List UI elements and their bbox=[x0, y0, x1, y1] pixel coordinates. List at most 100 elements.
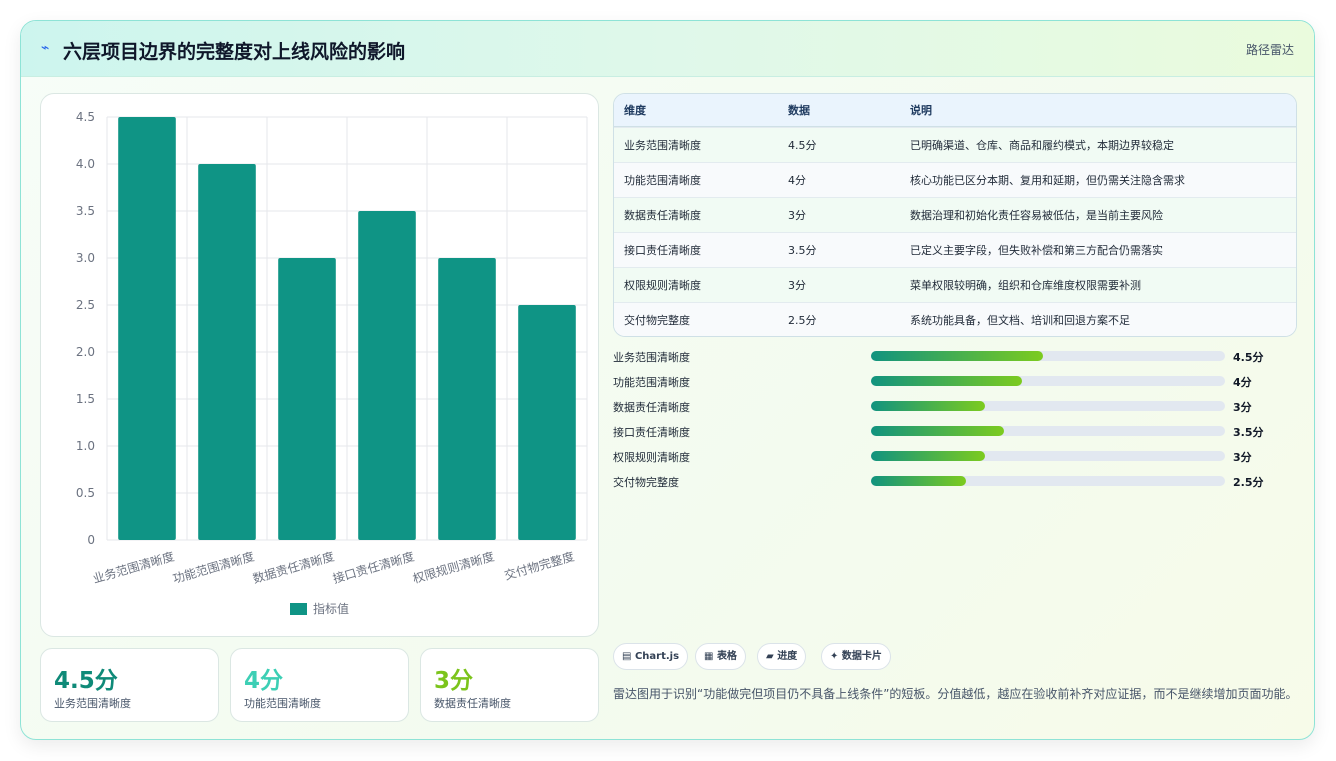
progress-value: 2.5分 bbox=[1233, 476, 1264, 489]
table-row: 交付物完整度 2.5分 系统功能具备，但文档、培训和回退方案不足 bbox=[614, 302, 1296, 336]
progress-value: 4.5分 bbox=[1233, 351, 1264, 364]
chip-label: 表格 bbox=[716, 651, 737, 662]
table-header-dimension: 维度 bbox=[624, 104, 646, 117]
table-cell-description: 已定义主要字段，但失败补偿和第三方配合仍需落实 bbox=[910, 244, 1163, 257]
footnote: 雷达图用于识别“功能做完但项目仍不具备上线条件”的短板。分值越低，越应在验收前补… bbox=[613, 687, 1298, 701]
progress-item: 权限规则清晰度 3分 bbox=[613, 446, 1273, 466]
progress-value: 3分 bbox=[1233, 451, 1252, 464]
legend-label: 指标值 bbox=[313, 602, 350, 616]
progress-value: 3.5分 bbox=[1233, 426, 1264, 439]
kpi-value: 3分 bbox=[434, 668, 474, 694]
table-cell-description: 核心功能已区分本期、复用和延期，但仍需关注隐含需求 bbox=[910, 174, 1185, 187]
table-cell-dimension: 数据责任清晰度 bbox=[624, 209, 701, 222]
progress-item: 接口责任清晰度 3.5分 bbox=[613, 421, 1273, 441]
header-tag: 路径雷达 bbox=[1245, 43, 1294, 57]
chip-progress[interactable]: ▰ 进度 bbox=[757, 643, 807, 670]
chip-label: 数据卡片 bbox=[841, 651, 882, 662]
table-cell-value: 3分 bbox=[788, 279, 806, 292]
page-title: 六层项目边界的完整度对上线风险的影响 bbox=[63, 41, 406, 63]
table-cell-value: 4.5分 bbox=[788, 139, 817, 152]
table-cell-value: 3分 bbox=[788, 209, 806, 222]
y-tick-label: 0 bbox=[87, 533, 95, 547]
progress-fill bbox=[871, 476, 966, 486]
progress-fill bbox=[871, 401, 985, 411]
table-row: 功能范围清晰度 4分 核心功能已区分本期、复用和延期，但仍需关注隐含需求 bbox=[614, 162, 1296, 197]
kpi-label: 业务范围清晰度 bbox=[54, 697, 131, 710]
dashboard-card: ⌁ 六层项目边界的完整度对上线风险的影响 路径雷达 0 0.5 1.0 1.5 2.0 2… bbox=[20, 20, 1315, 740]
y-tick-label: 4.0 bbox=[76, 157, 95, 171]
progress-track bbox=[871, 451, 1225, 461]
progress-fill bbox=[871, 426, 1005, 436]
table-header-row: 维度 数据 说明 bbox=[614, 94, 1296, 127]
table-cell-dimension: 接口责任清晰度 bbox=[624, 244, 701, 257]
progress-icon: ▰ bbox=[766, 651, 774, 662]
table-cell-description: 数据治理和初始化责任容易被低估，是当前主要风险 bbox=[910, 209, 1163, 222]
progress-item: 数据责任清晰度 3分 bbox=[613, 396, 1273, 416]
y-tick-label: 1.0 bbox=[76, 439, 95, 453]
progress-track bbox=[871, 476, 1225, 486]
table-row: 接口责任清晰度 3.5分 已定义主要字段，但失败补偿和第三方配合仍需落实 bbox=[614, 232, 1296, 267]
bar-chart-panel: 0 0.5 1.0 1.5 2.0 2.5 3.0 3.5 4.0 4.5 业务范围清晰度 功能范围清… bbox=[40, 93, 599, 637]
chip-chartjs[interactable]: ▤ Chart.js bbox=[613, 643, 689, 670]
dimension-table: 维度 数据 说明 业务范围清晰度 4.5分 已明确渠道、仓库、商品和履约模式，本… bbox=[613, 93, 1297, 337]
progress-fill bbox=[871, 451, 985, 461]
table-cell-dimension: 功能范围清晰度 bbox=[624, 174, 701, 187]
bar bbox=[198, 164, 256, 540]
table-cell-dimension: 权限规则清晰度 bbox=[624, 279, 701, 292]
progress-track bbox=[871, 426, 1225, 436]
x-tick-label: 接口责任清晰度 bbox=[331, 548, 416, 586]
table-row: 业务范围清晰度 4.5分 已明确渠道、仓库、商品和履约模式，本期边界较稳定 bbox=[614, 127, 1296, 162]
chip-data-card[interactable]: ✦ 数据卡片 bbox=[821, 643, 891, 670]
progress-label: 数据责任清晰度 bbox=[613, 401, 690, 414]
y-tick-label: 0.5 bbox=[76, 486, 95, 500]
progress-label: 业务范围清晰度 bbox=[613, 351, 690, 364]
progress-label: 接口责任清晰度 bbox=[613, 426, 690, 439]
progress-fill bbox=[871, 376, 1023, 386]
chip-table[interactable]: ▦ 表格 bbox=[695, 643, 746, 670]
progress-label: 功能范围清晰度 bbox=[613, 376, 690, 389]
progress-track bbox=[871, 376, 1225, 386]
kpi-card-data: 3分 数据责任清晰度 bbox=[420, 648, 599, 722]
legend-swatch bbox=[290, 602, 307, 615]
table-cell-dimension: 交付物完整度 bbox=[624, 314, 690, 327]
kpi-card-function: 4分 功能范围清晰度 bbox=[230, 648, 409, 722]
chart-icon: ▤ bbox=[622, 651, 632, 662]
table-header-data: 数据 bbox=[788, 104, 810, 117]
table-cell-value: 3.5分 bbox=[788, 244, 817, 257]
kpi-value: 4分 bbox=[244, 668, 284, 694]
bolt-icon: ⌁ bbox=[41, 40, 50, 56]
table-cell-description: 菜单权限较明确，组织和仓库维度权限需要补测 bbox=[910, 279, 1141, 292]
table-cell-value: 4分 bbox=[788, 174, 806, 187]
bar bbox=[278, 258, 336, 540]
progress-track bbox=[871, 401, 1225, 411]
progress-item: 业务范围清晰度 4.5分 bbox=[613, 346, 1273, 366]
progress-fill bbox=[871, 351, 1044, 361]
bar bbox=[438, 258, 496, 540]
bar-chart: 0 0.5 1.0 1.5 2.0 2.5 3.0 3.5 4.0 4.5 业务范围清晰度功能范围清… bbox=[76, 110, 588, 586]
table-cell-description: 已明确渠道、仓库、商品和履约模式，本期边界较稳定 bbox=[910, 139, 1174, 152]
y-tick-label: 3.0 bbox=[76, 251, 95, 265]
progress-value: 4分 bbox=[1233, 376, 1252, 389]
progress-label: 权限规则清晰度 bbox=[613, 451, 690, 464]
x-tick-label: 数据责任清晰度 bbox=[251, 548, 336, 586]
progress-item: 功能范围清晰度 4分 bbox=[613, 371, 1273, 391]
kpi-label: 数据责任清晰度 bbox=[434, 697, 511, 710]
kpi-card-business: 4.5分 业务范围清晰度 bbox=[40, 648, 219, 722]
x-tick-label: 权限规则清晰度 bbox=[411, 548, 496, 586]
card-header: ⌁ 六层项目边界的完整度对上线风险的影响 路径雷达 bbox=[21, 21, 1314, 77]
table-header-description: 说明 bbox=[910, 104, 932, 117]
progress-label: 交付物完整度 bbox=[613, 476, 679, 489]
chip-label: Chart.js bbox=[634, 651, 680, 662]
table-icon: ▦ bbox=[704, 651, 714, 662]
chart-legend[interactable]: 指标值 bbox=[290, 600, 349, 617]
table-cell-description: 系统功能具备，但文档、培训和回退方案不足 bbox=[910, 314, 1130, 327]
y-tick-label: 1.5 bbox=[76, 392, 95, 406]
bar bbox=[358, 211, 416, 540]
table-row: 数据责任清晰度 3分 数据治理和初始化责任容易被低估，是当前主要风险 bbox=[614, 197, 1296, 232]
table-cell-dimension: 业务范围清晰度 bbox=[624, 139, 701, 152]
chip-label: 进度 bbox=[777, 651, 798, 662]
progress-item: 交付物完整度 2.5分 bbox=[613, 471, 1273, 491]
x-tick-label: 交付物完整度 bbox=[502, 548, 575, 582]
y-tick-label: 4.5 bbox=[76, 110, 95, 124]
y-tick-label: 3.5 bbox=[76, 204, 95, 218]
